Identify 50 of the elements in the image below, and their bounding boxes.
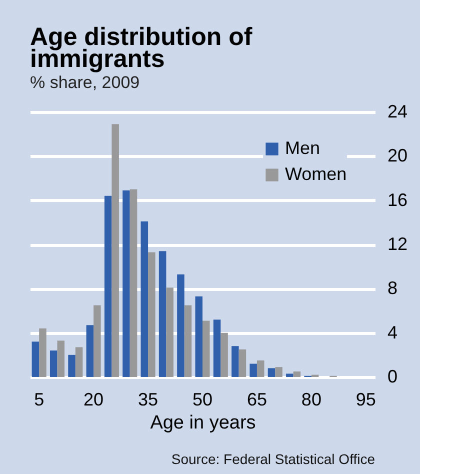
bar — [184, 305, 192, 377]
bar — [238, 349, 246, 377]
y-tick-label: 0 — [388, 366, 398, 386]
bar — [202, 320, 210, 377]
y-tick-label: 4 — [388, 322, 398, 342]
bar — [130, 189, 138, 377]
bar — [68, 354, 76, 377]
bar — [256, 360, 264, 377]
bar — [32, 342, 40, 377]
bar — [213, 320, 221, 377]
bar — [293, 371, 301, 377]
bar — [220, 332, 228, 377]
bar — [104, 196, 112, 377]
bar — [232, 346, 239, 377]
y-tick-label: 20 — [388, 146, 408, 166]
bar — [158, 251, 166, 377]
chart-subtitle: % share, 2009 — [30, 73, 140, 92]
x-tick-label: 20 — [84, 390, 104, 410]
bar — [50, 350, 58, 377]
bar — [166, 288, 174, 377]
y-tick-label: 12 — [388, 234, 408, 254]
x-tick-label: 95 — [356, 390, 376, 410]
chart-title: Age distribution of immigrants — [30, 23, 253, 73]
source-note: Source: Federal Statistical Office — [171, 451, 376, 467]
y-tick-label: 16 — [388, 190, 408, 210]
bar — [286, 374, 294, 377]
y-tick-label: 8 — [388, 278, 398, 298]
bar — [94, 305, 101, 377]
bar — [275, 367, 282, 377]
bar — [195, 296, 202, 377]
bar — [268, 368, 276, 377]
bar — [75, 347, 83, 377]
bar — [39, 328, 46, 377]
x-axis-title: Age in years — [150, 412, 256, 434]
bar — [140, 221, 148, 377]
x-tick-label: 5 — [34, 390, 44, 410]
bar — [86, 325, 94, 377]
legend-label: Men — [285, 138, 320, 158]
bar — [148, 252, 156, 377]
x-tick-label: 50 — [192, 390, 213, 410]
bar — [112, 124, 119, 377]
legend-label: Women — [285, 164, 347, 184]
x-tick-label: 80 — [301, 390, 322, 410]
y-tick-label: 24 — [388, 102, 408, 122]
bar — [177, 274, 184, 377]
bar — [57, 340, 64, 377]
bar — [250, 364, 257, 377]
x-tick-label: 65 — [246, 390, 267, 410]
x-tick-label: 35 — [138, 390, 158, 410]
bar — [122, 190, 130, 377]
